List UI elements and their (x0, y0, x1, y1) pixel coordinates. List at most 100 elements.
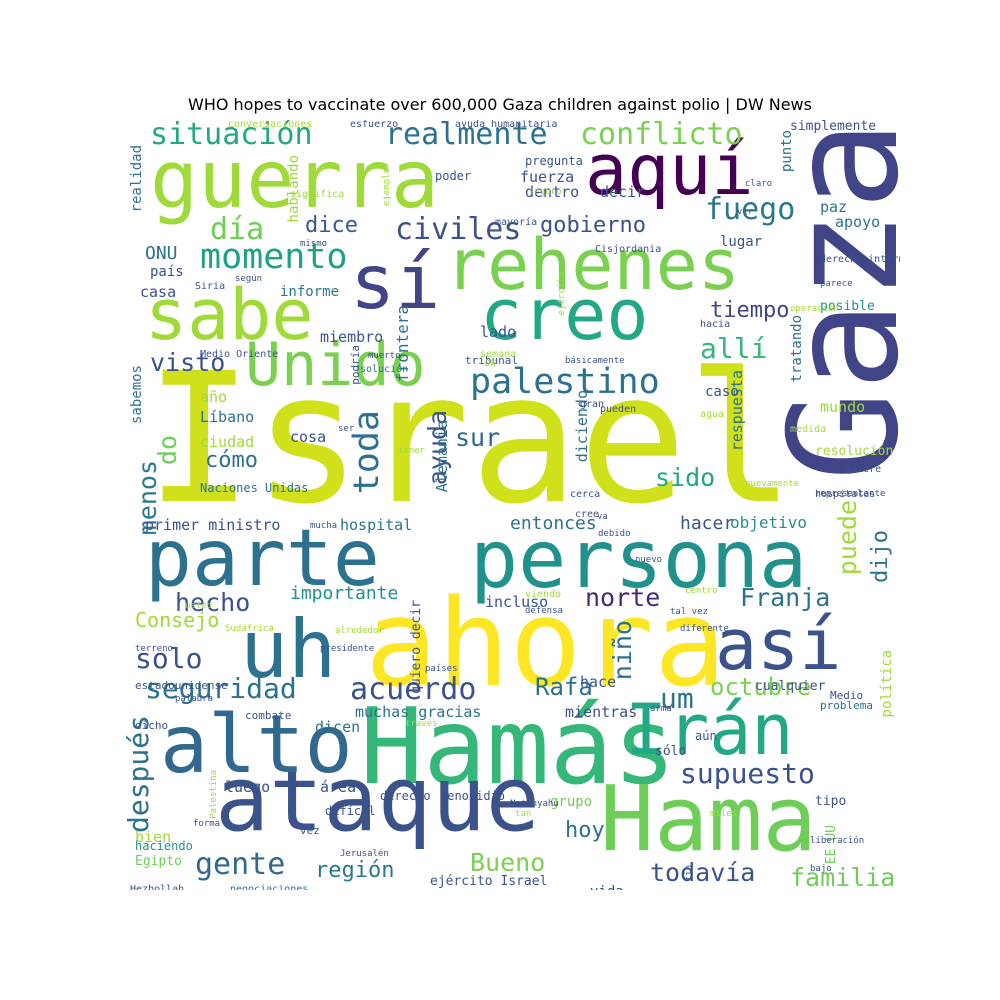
word-cloud-word: gente (195, 847, 286, 882)
word-cloud-word: debido (598, 529, 631, 539)
word-cloud-word: ejército Israel (430, 874, 548, 889)
word-cloud-word: dicen (315, 718, 361, 736)
word-cloud-word: semana (480, 349, 517, 360)
word-cloud-word: mundo (820, 398, 866, 416)
word-cloud-word: centro (685, 586, 718, 596)
word-cloud-word: problema (820, 699, 873, 712)
word-cloud-word: ejército (557, 272, 567, 316)
word-cloud-word: cree (575, 509, 600, 520)
word-cloud-word: hecho (175, 588, 251, 617)
word-cloud-word: claro (745, 179, 773, 189)
word-cloud-word: lado (480, 323, 517, 341)
word-cloud-word: año (200, 388, 228, 406)
word-cloud-word: luego (225, 778, 271, 796)
word-cloud-word: hace (580, 673, 617, 691)
word-cloud-word: solo (135, 642, 203, 675)
word-cloud-word: Hezbollah (130, 884, 185, 891)
word-cloud-word: Líbano (200, 408, 255, 426)
word-cloud-word: dentro (525, 183, 580, 201)
word-cloud-word: guerra (150, 133, 439, 226)
word-cloud-word: cosa (290, 428, 327, 446)
word-cloud-word: derecho (380, 789, 431, 803)
word-cloud-word: va (597, 512, 608, 522)
word-cloud-word: representante (815, 489, 886, 499)
word-cloud-word: nuevamente (745, 479, 800, 489)
word-cloud-word: poder (435, 169, 472, 183)
word-cloud-word: Alemania (433, 420, 451, 493)
word-cloud-word: situación (150, 120, 313, 152)
word-cloud-word: octubre (710, 673, 812, 701)
word-cloud-word: así (715, 604, 842, 686)
word-cloud-word: Consejo (135, 608, 220, 632)
word-cloud-word: Hamás (360, 686, 677, 808)
word-cloud-word: derecho internacional (820, 254, 900, 265)
word-cloud-word: bajo (810, 864, 832, 874)
word-cloud-word: tipo (815, 794, 847, 809)
word-cloud-word: tratando (789, 315, 805, 383)
word-cloud-word: Hama (600, 767, 817, 872)
word-cloud: Israel Gaza ahora Hamás Hama ataque persona par… (125, 120, 900, 890)
word-cloud-word: respuesta (728, 370, 746, 452)
word-cloud-word: sí (350, 238, 441, 326)
word-cloud-word: pueden (600, 404, 637, 415)
word-cloud-word: conflicto (580, 120, 743, 152)
word-cloud-word: esfuerzo (350, 120, 399, 130)
word-cloud-word: allí (700, 332, 768, 365)
word-cloud-word: alto (160, 698, 353, 791)
word-cloud-word: dicho (135, 719, 169, 732)
word-cloud-word: muerto (368, 351, 401, 361)
word-cloud-word: casa (140, 283, 177, 301)
word-cloud-word: aquí (585, 129, 754, 211)
word-cloud-word: viendo (525, 589, 562, 600)
word-cloud-word: través (405, 719, 438, 729)
word-cloud-word: forma (193, 819, 221, 829)
word-cloud-word: usted (185, 601, 213, 611)
word-cloud-word: Medio Oriente (200, 349, 279, 360)
word-cloud-word: arma (650, 704, 672, 714)
word-cloud-word: rehenes (445, 224, 741, 306)
word-cloud-word: haciendo (135, 839, 193, 853)
word-cloud-word: niño (608, 620, 637, 681)
word-cloud-word: grupo (550, 794, 593, 810)
word-cloud-word: hacia (700, 319, 731, 330)
word-cloud-word: dijo (868, 530, 893, 583)
word-cloud-word: Sudáfrica (225, 624, 274, 634)
word-cloud-word: hospital (340, 516, 413, 534)
word-cloud-word: realidad (129, 145, 145, 213)
word-cloud-word: política (879, 650, 895, 718)
word-cloud-word: um (660, 682, 694, 715)
word-cloud-word: toda (347, 410, 387, 495)
word-cloud-word: quiere (845, 464, 882, 475)
word-cloud-word: hoy (565, 818, 605, 843)
word-cloud-word: resolución (815, 444, 894, 459)
word-cloud-word: norte (585, 583, 661, 612)
word-cloud-word: entonces (510, 513, 597, 534)
word-cloud-word: Irán (625, 689, 794, 771)
word-cloud-word: diferente (680, 624, 729, 634)
word-cloud-word: parte (145, 514, 380, 604)
word-cloud-word: DW (485, 359, 496, 369)
word-cloud-word: objetivo (730, 513, 808, 532)
word-cloud-word: difícil (325, 804, 376, 818)
word-cloud-word: ataque (215, 747, 541, 852)
word-cloud-word: alrededor (335, 626, 384, 636)
word-cloud-word: liberación (810, 836, 865, 846)
word-cloud-word: conversaciones (228, 120, 313, 130)
word-cloud-word: todavía (650, 858, 756, 887)
word-cloud-word: primer ministro (145, 516, 281, 534)
word-cloud-word: fin (684, 865, 694, 882)
word-cloud-word: presidente (320, 644, 375, 654)
word-cloud-word: nuevo (635, 555, 663, 565)
word-cloud-word: Palestina (209, 770, 219, 819)
word-cloud-word: Netanyahu (510, 799, 559, 809)
word-cloud-word: Siria (195, 281, 226, 292)
word-cloud-word: miles (710, 809, 738, 819)
word-cloud-word: países (425, 664, 458, 674)
word-cloud-word: decir (600, 183, 646, 201)
word-cloud-word: palabra (175, 694, 213, 704)
word-cloud-word: fuerza (520, 168, 575, 186)
word-cloud-word: tan (515, 809, 532, 819)
word-cloud-word: ser (338, 424, 355, 434)
word-cloud-word: ONU (145, 243, 178, 264)
word-cloud-word: básicamente (565, 356, 625, 366)
